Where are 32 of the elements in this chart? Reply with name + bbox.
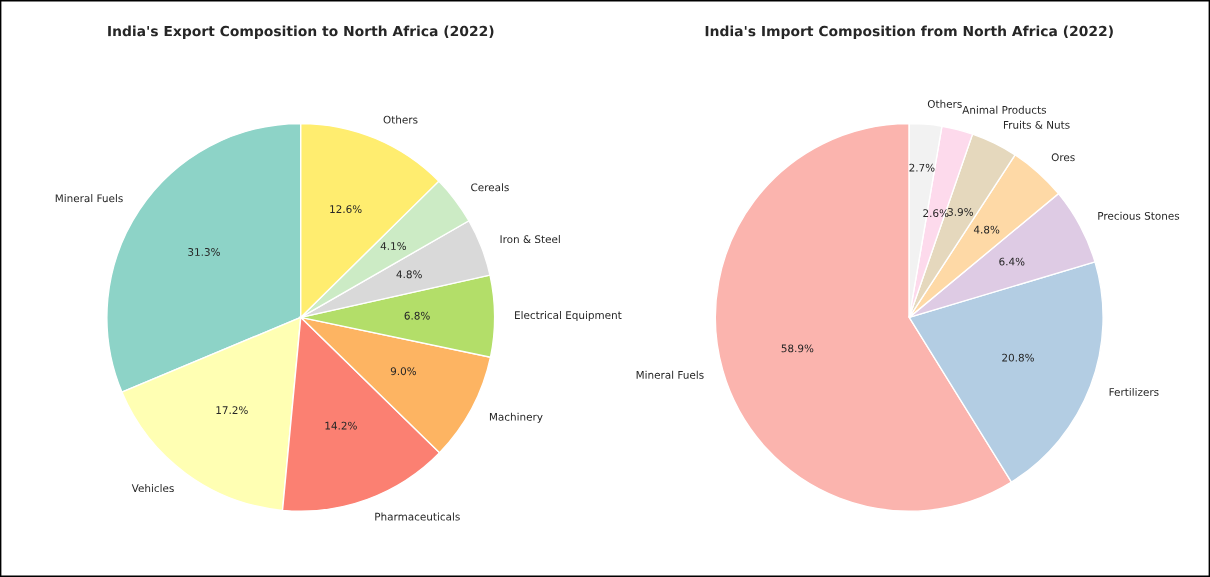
data-label: 6.8% xyxy=(404,311,430,320)
data-label: 3.9% xyxy=(947,208,974,216)
slice-label: Animal Products xyxy=(962,105,1047,114)
chart-title: India's Import Composition from North Africa (2022) xyxy=(705,25,1113,40)
data-label: 31.3% xyxy=(188,248,220,256)
slice-label: Cereals xyxy=(471,183,509,192)
chart-title: India's Export Composition to North Africa (2022) xyxy=(108,25,494,40)
slice-label: Vehicles xyxy=(131,484,174,493)
slice-label: Fertilizers xyxy=(1109,387,1159,396)
data-label: 4.1% xyxy=(380,242,407,250)
data-label: 17.2% xyxy=(216,406,248,415)
slice-label: Others xyxy=(383,115,418,124)
slice-label: Precious Stones xyxy=(1098,211,1180,220)
data-label: 6.4% xyxy=(999,257,1025,266)
slice-label: Mineral Fuels xyxy=(636,370,704,379)
data-label: 14.2% xyxy=(325,421,357,430)
slice-label: Pharmaceuticals xyxy=(375,512,460,521)
data-label: 2.6% xyxy=(923,209,949,218)
data-label: 2.7% xyxy=(909,163,935,172)
data-label: 20.8% xyxy=(1002,353,1034,362)
slice-label: Ores xyxy=(1051,153,1075,162)
data-label: 12.6% xyxy=(330,205,362,214)
slice-label: Iron & Steel xyxy=(500,235,560,244)
data-label: 4.8% xyxy=(973,225,1000,234)
slice-label: Mineral Fuels xyxy=(55,194,123,203)
data-label: 58.9% xyxy=(781,344,814,353)
data-label: 4.8% xyxy=(396,270,422,279)
data-label: 9.0% xyxy=(390,367,417,376)
slice-label: Machinery xyxy=(489,412,543,423)
slice-label: Fruits & Nuts xyxy=(1003,120,1070,129)
slice-label: Electrical Equipment xyxy=(515,310,622,322)
slice-label: Others xyxy=(927,99,962,108)
